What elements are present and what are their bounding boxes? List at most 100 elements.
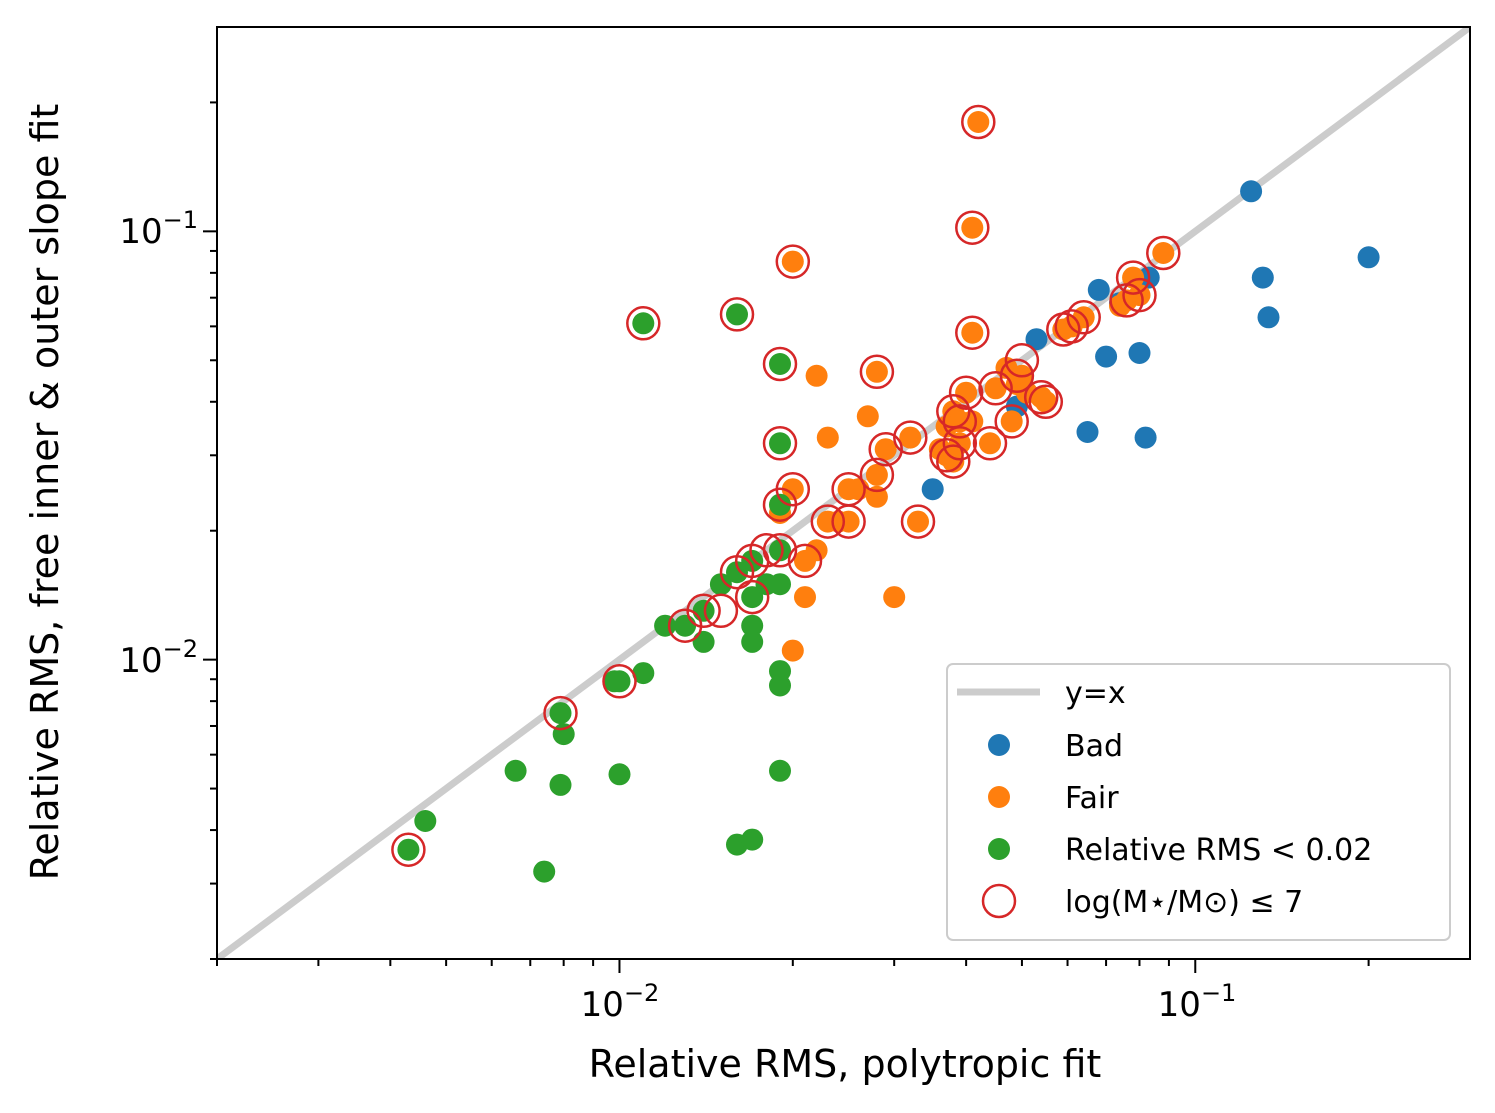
fair-point [865, 360, 888, 383]
bad-point [1134, 426, 1157, 449]
mass-highlight-ring [762, 487, 798, 522]
mass-highlight-ring [929, 438, 964, 473]
legend-label-relative-rms: Relative RMS < 0.02 [1065, 833, 1372, 868]
series-fair [769, 111, 1175, 662]
fair-point [1152, 242, 1175, 264]
relative-rms-point [549, 702, 572, 725]
relative-rms-point [533, 860, 556, 883]
relative-rms-point [654, 614, 677, 637]
fair-point [847, 478, 870, 501]
mass-highlight-ring [961, 104, 996, 140]
relative-rms-point [549, 773, 572, 796]
fair-point [907, 510, 929, 533]
relative-rms-point [769, 674, 791, 697]
relative-rms-point [769, 539, 791, 562]
mass-highlight-ring [719, 297, 755, 332]
relative-rms-point [769, 353, 791, 375]
mass-highlight-ring [1023, 379, 1059, 415]
fair-point [961, 321, 984, 344]
fair-point [883, 586, 906, 609]
mass-highlight-ring [734, 579, 770, 615]
relative-rms-point [709, 573, 732, 596]
relative-rms-point [608, 763, 631, 786]
x-tick-label-1: 10−2 [581, 979, 660, 1025]
mass-highlight-ring [391, 832, 426, 867]
mass-highlight-ring [1109, 283, 1144, 318]
series-relative-rms [397, 303, 791, 883]
bad-point [1240, 180, 1263, 203]
mass-highlight-ring [859, 457, 895, 493]
mass-highlight-ring [810, 504, 846, 539]
legend: y=x Bad Fair Relative RMS < 0.02 log(M⋆/… [946, 663, 1451, 941]
relative-rms-point [397, 838, 420, 861]
axis-ticks [203, 101, 1370, 973]
bad-point [921, 478, 944, 501]
relative-rms-point [692, 599, 715, 622]
fair-point [816, 426, 839, 449]
fair-point [856, 405, 879, 428]
series-mass-highlight [391, 104, 1181, 867]
mass-highlight-ring [762, 346, 798, 382]
fair-point [979, 432, 1001, 455]
legend-label-bad: Bad [1065, 729, 1123, 764]
mass-highlight-ring [719, 554, 755, 590]
mass-highlight-ring [868, 431, 903, 467]
mass-highlight-ring [543, 695, 578, 731]
fair-point [865, 463, 888, 486]
mass-highlight-ring [1146, 235, 1181, 271]
y-tick-label-2: 10−1 [119, 206, 198, 252]
mass-highlight-ring [893, 420, 928, 455]
mass-highlight-ring [936, 394, 971, 429]
relative-rms-point [769, 432, 791, 455]
fair-point [874, 438, 897, 461]
bad-point [1128, 342, 1151, 364]
legend-marker-fair [988, 786, 1010, 808]
mass-highlight-ring [1028, 384, 1064, 420]
bad-point [1357, 246, 1380, 269]
bad-point [1025, 328, 1048, 351]
mass-highlight-ring [955, 210, 990, 245]
bad-point [1095, 345, 1118, 368]
relative-rms-point [769, 493, 791, 516]
fair-point [781, 250, 804, 273]
bad-point [1076, 421, 1099, 443]
mass-highlight-ring [602, 664, 637, 699]
mass-highlight-ring [1066, 300, 1101, 335]
legend-label-fair: Fair [1065, 781, 1119, 816]
mass-highlight-ring [1115, 260, 1151, 295]
relative-rms-point [741, 630, 764, 653]
relative-rms-point [632, 662, 655, 685]
fair-point [865, 485, 888, 508]
y-tick-label-1: 10−2 [119, 635, 198, 681]
mass-highlight-ring [999, 358, 1035, 394]
mass-highlight-ring [942, 404, 978, 439]
bad-point [1251, 266, 1274, 289]
mass-highlight-ring [942, 426, 978, 461]
mass-highlight-ring [703, 593, 739, 629]
relative-rms-point [726, 303, 748, 326]
relative-rms-point [741, 549, 764, 572]
relative-rms-point [674, 614, 697, 637]
relative-rms-point [741, 828, 764, 851]
plot-frame [216, 26, 1471, 960]
mass-highlight-ring [994, 404, 1029, 439]
mass-highlight-ring [686, 593, 721, 629]
x-axis-label: Relative RMS, polytropic fit [589, 1042, 1102, 1086]
legend-marker-relative-rms [988, 838, 1010, 860]
fair-point [1034, 390, 1057, 413]
relative-rms-point [632, 312, 655, 335]
fair-point [984, 377, 1007, 400]
fair-point [794, 586, 816, 609]
mass-highlight-ring [936, 444, 971, 479]
legend-marker-bad [988, 734, 1010, 756]
relative-rms-point [608, 670, 631, 693]
mass-highlight-ring [1004, 343, 1040, 378]
mass-highlight-ring [859, 354, 895, 390]
mass-highlight-ring [978, 371, 1013, 406]
mass-highlight-ring [972, 426, 1008, 461]
fair-point [961, 410, 984, 433]
x-tick-label-2: 10−1 [1158, 979, 1237, 1025]
relative-rms-point [726, 561, 748, 584]
bad-point [1257, 306, 1280, 329]
mass-highlight-ring [831, 504, 866, 539]
